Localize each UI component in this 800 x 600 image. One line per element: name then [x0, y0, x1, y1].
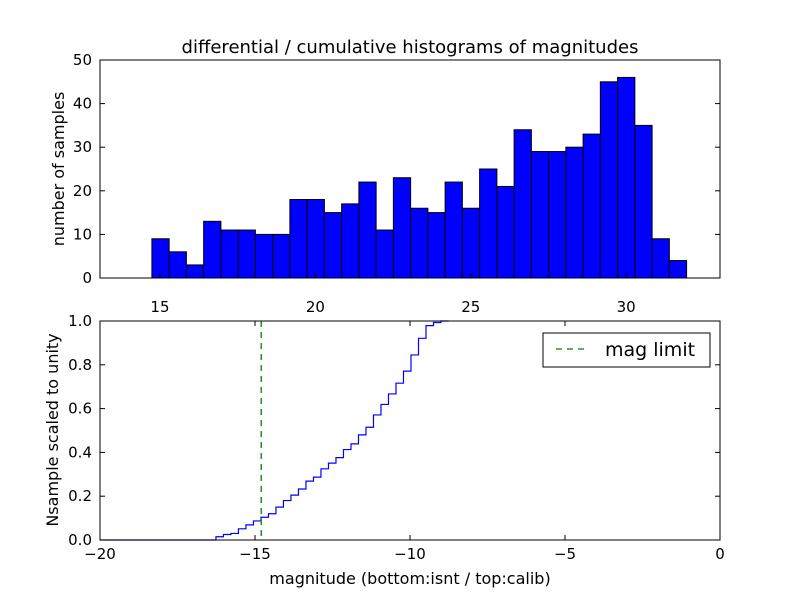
- histogram-bar: [341, 203, 360, 279]
- bottom-cumulative-axes: 0.0 0.2 0.4 0.6 0.8 1.0 −20 −15 −10 −5 0: [68, 312, 725, 563]
- bottom-y-axis-label: Nsample scaled to unity: [43, 333, 62, 526]
- histogram-bar: [617, 76, 636, 279]
- x-tick-label: 0: [715, 545, 725, 563]
- histogram-bar: [410, 207, 429, 279]
- histogram-bar: [496, 185, 515, 279]
- x-tick-label: 30: [617, 298, 636, 316]
- histogram-bar: [185, 264, 205, 279]
- histogram-bar: [582, 133, 601, 279]
- histogram-bar: [272, 233, 291, 279]
- histogram-bar: [634, 124, 653, 279]
- y-tick-label: 30: [73, 138, 92, 156]
- histogram-bar: [479, 168, 498, 279]
- top-y-axis-label: number of samples: [49, 92, 68, 247]
- histogram-bar: [668, 260, 688, 279]
- y-tick-label: 0.6: [68, 400, 92, 418]
- legend: mag limit: [542, 332, 711, 368]
- chart-title: differential / cumulative histograms of …: [182, 37, 639, 58]
- y-tick-label: 50: [73, 51, 92, 69]
- histogram-bar: [203, 220, 222, 279]
- histogram-bar: [565, 146, 584, 279]
- histogram-bar: [461, 207, 481, 279]
- histogram-bar: [323, 212, 343, 279]
- x-tick-label: −20: [84, 545, 116, 563]
- y-tick-label: 0.2: [68, 487, 92, 505]
- y-tick-label: 0.8: [68, 356, 92, 374]
- histogram-bar: [306, 199, 325, 279]
- histogram-bar: [599, 81, 619, 279]
- y-tick-label: 10: [73, 225, 92, 243]
- histogram-bar: [427, 212, 446, 279]
- y-tick-label: 0: [82, 269, 92, 287]
- cumulative-step-line: [100, 320, 449, 541]
- histogram-bar: [151, 238, 170, 279]
- histogram-bar: [513, 129, 532, 279]
- histogram-bar: [375, 229, 394, 279]
- x-tick-label: 20: [306, 298, 325, 316]
- bottom-x-axis-label: magnitude (bottom:isnt / top:calib): [269, 569, 550, 588]
- histogram-bar: [168, 251, 187, 279]
- histogram-bar: [220, 229, 239, 279]
- x-tick-label: −15: [239, 545, 271, 563]
- y-tick-label: 20: [73, 182, 92, 200]
- histogram-bar: [289, 199, 308, 279]
- x-tick-label: −5: [554, 545, 576, 563]
- y-tick-label: 0.0: [68, 531, 92, 549]
- y-tick-label: 0.4: [68, 443, 92, 461]
- x-tick-label: 15: [150, 298, 169, 316]
- histogram-bar: [237, 229, 256, 279]
- histogram-bar: [254, 233, 274, 279]
- top-histogram-axes: 0 10 20 30 40 50 15 20 25 30: [73, 51, 721, 316]
- histogram-bar: [444, 181, 463, 279]
- histogram-bar: [358, 181, 377, 279]
- x-tick-label: 25: [461, 298, 480, 316]
- histogram-bar: [530, 151, 550, 279]
- histogram-bar: [651, 238, 670, 279]
- top-axes-frame: [99, 59, 721, 279]
- y-tick-label: 1.0: [68, 312, 92, 330]
- histogram-bar: [392, 177, 412, 279]
- legend-box: [542, 332, 711, 368]
- x-tick-label: −10: [394, 545, 426, 563]
- legend-mag-limit-label: mag limit: [605, 339, 695, 361]
- histogram-bar: [548, 151, 567, 279]
- y-tick-label: 40: [73, 95, 92, 113]
